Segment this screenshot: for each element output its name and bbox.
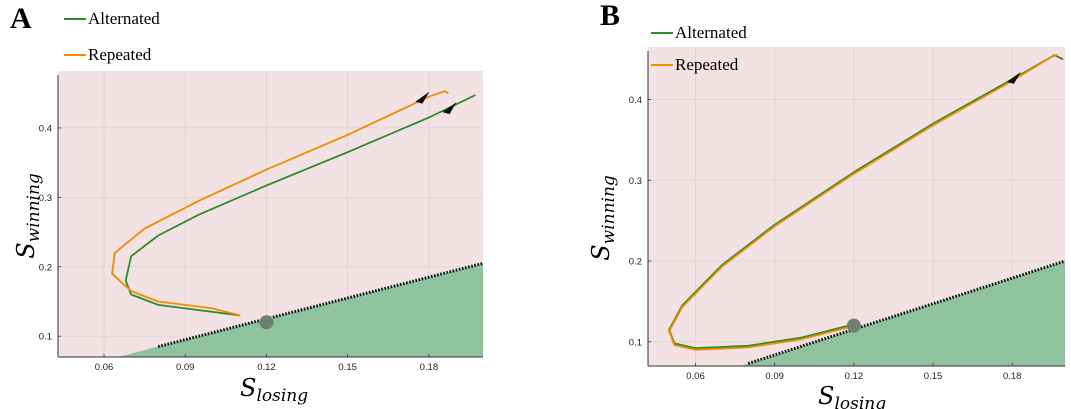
x-tick-label: 0.15 <box>338 362 357 373</box>
x-tick-label: 0.09 <box>176 362 195 373</box>
fixed-point-marker <box>259 315 274 330</box>
y-axis-label: Swinning <box>12 173 44 259</box>
legend-label-alternated: Alternated <box>675 23 747 42</box>
y-tick-label: 0.2 <box>39 262 52 273</box>
arrowhead <box>442 102 457 115</box>
y-tick-label: 0.4 <box>39 123 52 134</box>
x-tick-label: 0.12 <box>845 371 864 382</box>
legend-label-repeated: Repeated <box>88 45 152 64</box>
arrowhead <box>1006 71 1021 84</box>
x-axis-label: Slosing <box>240 374 308 406</box>
legend-label-alternated: Alternated <box>88 9 160 28</box>
y-tick-label: 0.4 <box>629 95 642 106</box>
y-axis-label: Swinning <box>587 175 619 261</box>
x-tick-label: 0.18 <box>1003 371 1022 382</box>
legend-label-repeated: Repeated <box>675 55 739 74</box>
boundary-line <box>747 259 1066 365</box>
x-tick-label: 0.06 <box>95 362 114 373</box>
x-tick-label: 0.06 <box>686 371 705 382</box>
y-tick-label: 0.3 <box>629 176 642 187</box>
y-tick-label: 0.1 <box>629 337 642 348</box>
x-axis-label: Slosing <box>818 382 886 409</box>
series-line-alternated <box>124 94 476 317</box>
x-tick-label: 0.15 <box>924 371 943 382</box>
x-tick-label: 0.18 <box>420 362 439 373</box>
fixed-point-marker <box>846 318 861 333</box>
panel-a: A 0.06 0.09 0.12 0.15 0.18 0.1 0.2 0.3 0.4 Alterna… <box>10 2 484 406</box>
y-tick-label: 0.1 <box>39 332 52 343</box>
panel-letter: A <box>10 2 32 35</box>
x-tick-label: 0.09 <box>765 371 784 382</box>
series-line-repeated <box>668 54 1058 351</box>
panel-letter: B <box>600 0 620 32</box>
x-tick-label: 0.12 <box>257 362 276 373</box>
y-tick-label: 0.2 <box>629 257 642 268</box>
y-tick-label: 0.3 <box>39 193 52 204</box>
boundary-line <box>157 261 484 349</box>
series-line-alternated <box>668 54 1064 350</box>
series-line-repeated <box>111 90 449 317</box>
arrowhead <box>415 91 430 104</box>
panel-b: B 0.06 0.09 0.12 0.15 0.18 0.1 0.2 0.3 0.4 Alterna… <box>587 0 1066 409</box>
